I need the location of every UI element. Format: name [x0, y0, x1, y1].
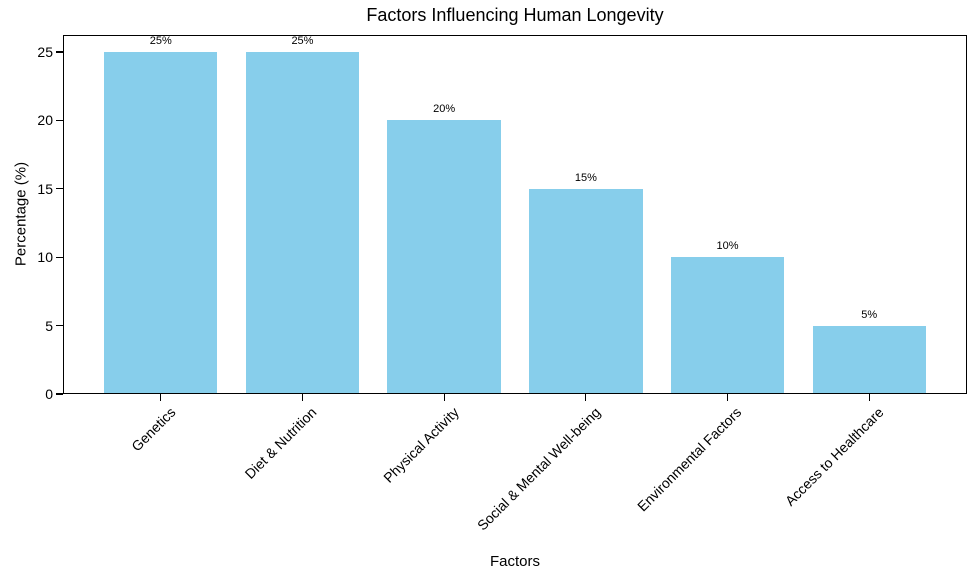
- bar-value-label: 5%: [861, 308, 878, 321]
- y-tick-label: 10: [37, 249, 53, 266]
- y-tick-mark: [56, 256, 63, 258]
- bar-genetics: [104, 52, 218, 394]
- bar-diet-nutrition: [245, 52, 360, 394]
- x-tick-mark: [443, 394, 445, 401]
- bar-value-label: 25%: [149, 35, 172, 48]
- plot-area: 0 5 10 15 20 25 25% 25% 20% 15% 10% 5% Genetics Diet…: [37, 35, 967, 533]
- y-tick-label: 0: [45, 386, 53, 402]
- bar-social-mental-well-being: [529, 188, 643, 394]
- bar-value-label: 15%: [574, 171, 597, 184]
- chart-title: Factors Influencing Human Longevity: [366, 5, 664, 25]
- x-tick-label: Diet & Nutrition: [241, 404, 320, 482]
- x-tick-label: Access to Healthcare: [781, 404, 887, 509]
- x-tick-mark: [726, 394, 729, 401]
- y-tick-mark: [56, 325, 63, 327]
- x-tick-label: Physical Activity: [379, 404, 462, 486]
- bar-physical-activity: [387, 120, 501, 394]
- y-tick-mark: [56, 51, 63, 53]
- y-axis-label: Percentage (%): [12, 161, 30, 267]
- y-tick-label: 5: [45, 317, 53, 334]
- x-tick-label: Social & Mental Well-being: [473, 404, 604, 534]
- x-axis-label: Factors: [489, 553, 540, 570]
- x-tick-mark: [868, 394, 870, 401]
- bar-value-label: 20%: [433, 103, 456, 116]
- y-tick-mark: [56, 393, 63, 395]
- y-tick-label: 15: [37, 180, 53, 197]
- bar-value-label: 25%: [291, 35, 314, 48]
- x-tick-label: Genetics: [127, 404, 179, 455]
- bar-value-label: 10%: [716, 240, 739, 253]
- y-tick-mark: [56, 119, 63, 122]
- x-tick-label: Environmental Factors: [634, 404, 745, 515]
- y-tick-label: 25: [37, 44, 53, 61]
- bar-access-to-healthcare: [812, 325, 926, 394]
- x-tick-mark: [585, 394, 587, 401]
- y-tick-label: 20: [37, 112, 53, 129]
- x-tick-mark: [301, 394, 304, 401]
- x-tick-mark: [160, 394, 162, 401]
- bar-environmental-factors: [670, 257, 785, 394]
- y-tick-mark: [56, 188, 63, 190]
